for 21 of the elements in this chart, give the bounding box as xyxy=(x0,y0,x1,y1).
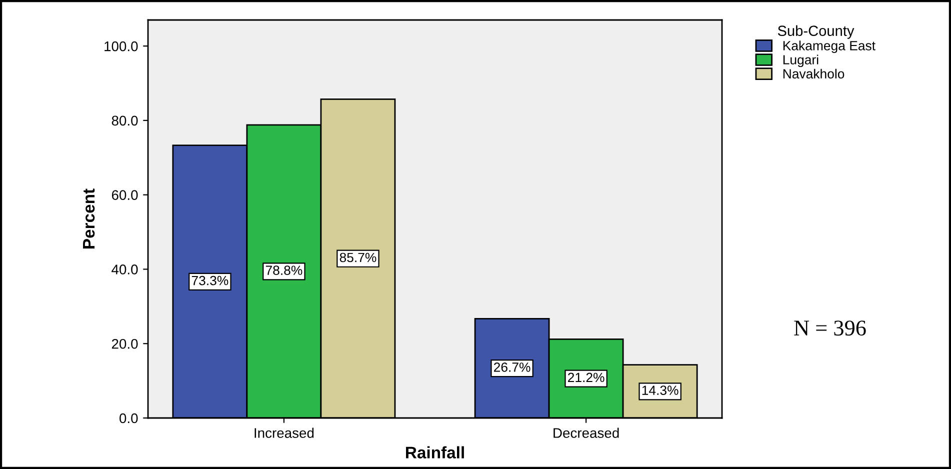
text: N = 396 xyxy=(794,320,866,336)
x-tick-label: Decreased xyxy=(554,428,619,438)
y-tick-label: 100.0 xyxy=(104,41,138,52)
x-axis-title: Rainfall xyxy=(406,446,464,458)
y-tick-label: 60.0 xyxy=(112,190,138,200)
legend-label: Lugari xyxy=(783,54,818,68)
y-tick-label: 0.0 xyxy=(120,413,138,424)
data-label: 21.2% xyxy=(568,372,604,382)
x-tick-label: Increased xyxy=(254,428,314,438)
data-label: 73.3% xyxy=(192,276,228,286)
data-label: 85.7% xyxy=(340,252,376,262)
legend-title: Sub-County xyxy=(778,25,854,39)
y-tick-label: 20.0 xyxy=(112,338,138,349)
y-tick-label: 80.0 xyxy=(112,116,138,126)
data-label: 78.8% xyxy=(266,266,302,275)
data-label: 14.3% xyxy=(642,386,678,395)
y-axis-title: Percent xyxy=(83,188,95,248)
legend-label: Navakholo xyxy=(783,68,844,79)
legend-label: Kakamega East xyxy=(783,40,876,53)
y-tick-label: 40.0 xyxy=(112,264,138,274)
data-label: 26.7% xyxy=(494,362,530,372)
